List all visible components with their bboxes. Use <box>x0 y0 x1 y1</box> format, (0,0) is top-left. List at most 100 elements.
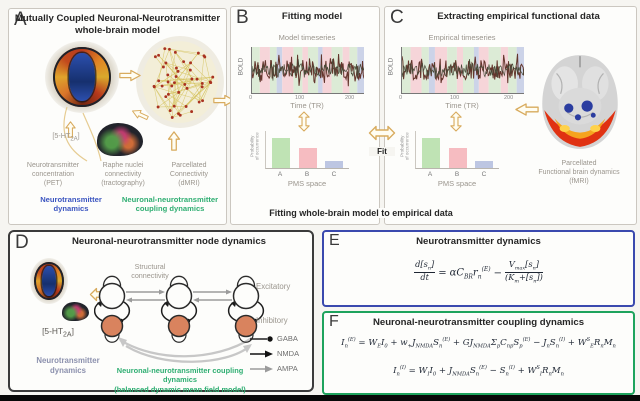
panel-f: F Neuronal-neurotransmitter coupling dyn… <box>322 311 635 395</box>
panel-b-title: Fitting model <box>281 11 343 22</box>
panel-f-title: Neuronal-neurotransmitter coupling dynam… <box>372 317 585 328</box>
pms-bar-A <box>422 138 440 168</box>
panel-f-letter: F <box>329 313 339 330</box>
label-coupling-dynamics: Neuronal-neurotransmitter coupling dynam… <box>121 195 219 214</box>
coupling-equation-inhibitory: In(I) = WII0 + JNMDASn(E) − Sn(I) + WSIR… <box>393 365 564 378</box>
ampa-arrow-icon <box>250 365 273 372</box>
probability-axis-label-c: Probability of occurrence <box>399 132 410 161</box>
caption-raphe: Raphe nuclei connectivity (tractography) <box>101 162 145 188</box>
connectome-network-image <box>136 36 224 128</box>
bottom-black-bar <box>0 395 640 401</box>
pms-bar-A <box>272 138 290 168</box>
pms-bar-chart <box>265 131 349 169</box>
bold-axis-label: BOLD <box>237 57 245 76</box>
pms-category-label: A <box>277 171 283 178</box>
tractography-brain-small-image <box>62 302 89 321</box>
panel-d-title: Neuronal-neurotransmitter node dynamics <box>71 236 267 247</box>
panel-a: A Mutually Coupled Neuronal-Neurotransmi… <box>8 8 227 225</box>
panel-a-letter: A <box>14 9 27 30</box>
receptor-label: [5-HT2A] <box>52 131 80 143</box>
panel-c-letter: C <box>390 7 404 28</box>
model-timeseries-plot <box>251 47 364 94</box>
pms-bar-C <box>325 160 343 168</box>
panel-c-title: Extracting empirical functional data <box>437 11 600 22</box>
time-axis-label-c: Time (TR) <box>445 101 479 110</box>
legend-ampa: AMPA <box>250 364 298 373</box>
pms-space-label-c: PMS space <box>437 179 477 188</box>
flow-arrow-up-icon <box>167 131 181 151</box>
serotonin-arrow-up-icon <box>65 121 76 138</box>
panel-c: C Extracting empirical functional data E… <box>384 6 637 225</box>
x-tick-0-c: 0 <box>399 95 403 101</box>
fmri-brain-caption: Parcellated Functional brain dynamics (f… <box>538 160 620 186</box>
probability-axis-label: Probability of occurrence <box>249 132 260 161</box>
empirical-timeseries-plot <box>401 47 524 94</box>
pms-bar-C <box>475 160 493 168</box>
caption-pet: Neurotransmitter concentration (PET) <box>26 162 80 188</box>
panel-bc-group: B Fitting model Model timeseries BOLD 0 … <box>230 6 637 225</box>
x-tick-200-c: 200 <box>504 95 514 101</box>
legend-ampa-label: AMPA <box>277 364 298 373</box>
pet-brain-core <box>68 53 96 101</box>
x-tick-100: 100 <box>295 95 305 101</box>
neurotransmitter-equation: d[sn] dt = αCBRrn(E) − Vmax[sn] (Km+[sn]) <box>414 259 543 285</box>
fmri-brain-image <box>542 55 618 149</box>
legend-nmda-label: NMDA <box>277 349 300 358</box>
gaba-connection-icon <box>250 335 273 342</box>
receptor-label-d: [5-HT2A] <box>42 326 74 339</box>
time-axis-label: Time (TR) <box>290 101 324 110</box>
excitatory-label: Excitatory <box>256 282 291 291</box>
node-dynamics-diagram <box>94 275 265 363</box>
label-neurotransmitter-dynamics: Neurotransmitter dynamics <box>40 195 102 214</box>
bold-axis-label-c: BOLD <box>387 57 395 76</box>
panel-d-letter: D <box>15 232 29 253</box>
serotonin-projection-curves <box>63 106 102 162</box>
panel-b-letter: B <box>236 7 249 28</box>
pms-category-label: C <box>331 171 337 178</box>
panel-a-to-b-arrow-icon <box>213 94 235 107</box>
model-timeseries-title: Model timeseries <box>278 33 336 42</box>
panel-e-letter: E <box>329 232 340 249</box>
panel-e-title: Neurotransmitter dynamics <box>416 236 541 247</box>
flow-arrow-right-icon <box>119 69 141 82</box>
pet-brain-small-core <box>42 265 56 297</box>
pms-space-label: PMS space <box>287 179 327 188</box>
pms-category-label: B <box>454 171 460 178</box>
panel-e: E Neurotransmitter dynamics d[sn] dt = αCBR… <box>322 230 635 307</box>
caption-dmri: Parcellated Connectivity (dMRI) <box>169 162 209 188</box>
pms-category-label: B <box>304 171 310 178</box>
panel-a-title: Mutually Coupled Neuronal-Neurotransmitt… <box>14 13 221 36</box>
legend-nmda: NMDA <box>250 349 299 358</box>
coupling-equation-excitatory: In(E) = WEI0 + w+JNMDASn(E) + GJNMDAΣpCn… <box>341 337 616 350</box>
pms-bar-B <box>298 147 317 168</box>
fit-indicator: Fit <box>368 125 396 156</box>
x-tick-100-c: 100 <box>450 95 460 101</box>
flow-arrow-to-tractography-icon <box>131 109 149 121</box>
fit-leftright-arrow-icon <box>368 125 396 141</box>
structural-connectivity-label: Structural connectivity <box>131 262 169 281</box>
fmri-to-plots-arrow-icon <box>515 103 539 116</box>
x-tick-0: 0 <box>249 95 253 101</box>
pms-bar-chart-empirical <box>415 131 499 169</box>
pet-brain-image <box>45 41 119 113</box>
nmda-arrow-icon <box>250 350 273 357</box>
fitting-caption: Fitting whole-brain model to empirical d… <box>261 208 461 218</box>
label-neurotransmitter-dynamics-d: Neurotransmitter dynamics <box>36 356 100 375</box>
pms-bar-B <box>448 147 467 168</box>
tractography-brain-image <box>97 123 143 156</box>
empirical-timeseries-title: Empirical timeseries <box>428 33 496 42</box>
pms-categories: A B C <box>265 171 349 178</box>
legend-gaba: GABA <box>250 334 298 343</box>
fit-label: Fit <box>369 147 395 156</box>
pms-category-label: C <box>481 171 487 178</box>
inhibitory-label: Inhibitory <box>256 316 288 325</box>
model-to-pms-arrow-icon <box>298 111 310 132</box>
x-tick-200: 200 <box>345 95 355 101</box>
panel-b: B Fitting model Model timeseries BOLD 0 … <box>230 6 380 225</box>
label-coupling-dynamics-d: Neuronal-neurotransmitter coupling dynam… <box>114 366 246 394</box>
empirical-to-pms-arrow-icon <box>450 111 462 132</box>
pms-categories-empirical: A B C <box>415 171 499 178</box>
panel-d: D Neuronal-neurotransmitter node dynamic… <box>8 230 314 394</box>
pet-brain-small-image <box>30 258 68 304</box>
